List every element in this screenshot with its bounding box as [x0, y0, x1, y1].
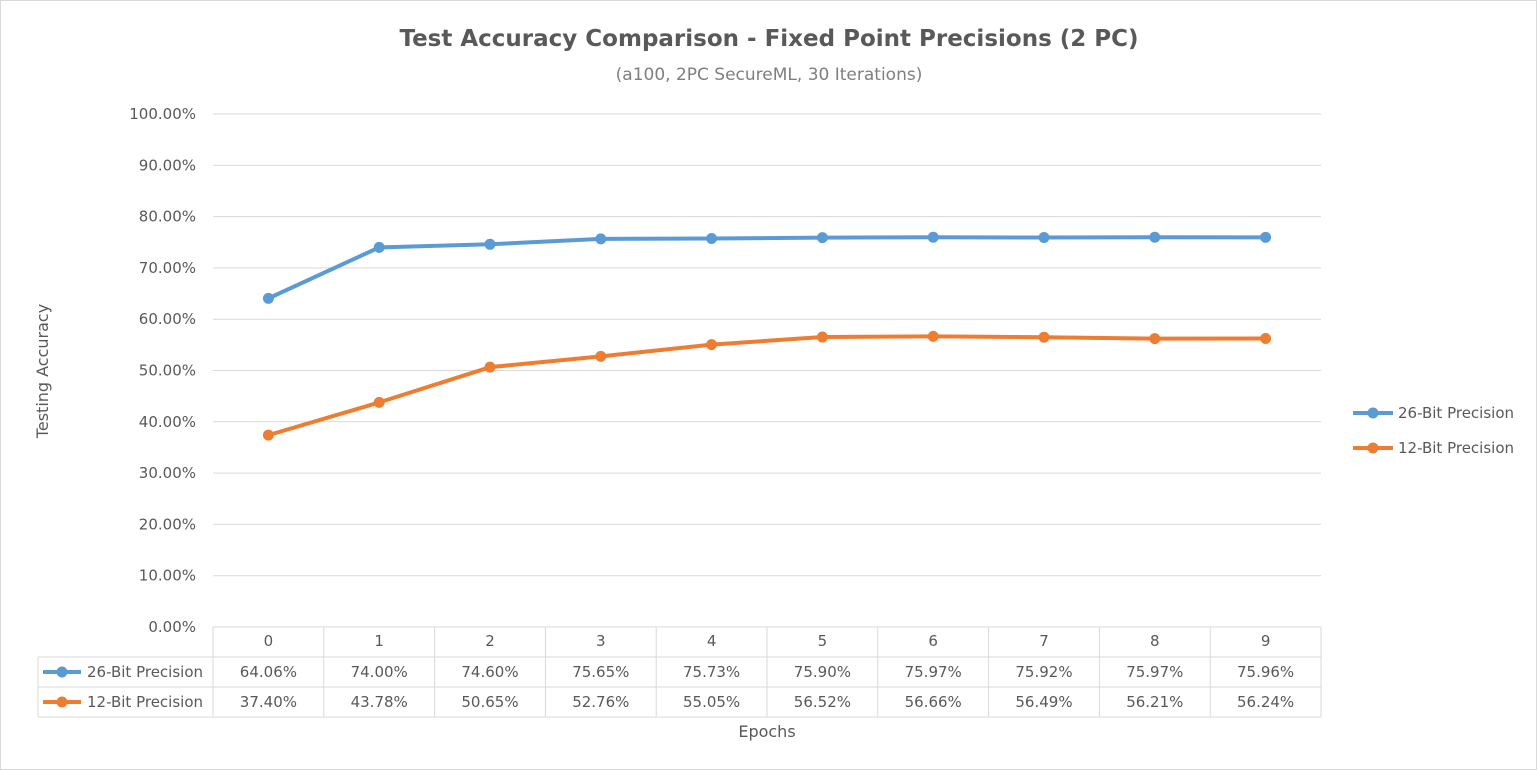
x-category-label: 6	[928, 632, 938, 650]
data-point	[1149, 231, 1161, 243]
table-cell-value: 75.90%	[794, 663, 851, 681]
chart-subtitle: (a100, 2PC SecureML, 30 Iterations)	[616, 65, 923, 85]
x-category-label: 0	[264, 632, 274, 650]
table-cell-value: 56.52%	[794, 693, 851, 711]
data-point	[927, 330, 939, 342]
legend-entry-label: 26-Bit Precision	[1398, 404, 1514, 422]
data-point	[262, 292, 274, 304]
table-cell-value: 75.97%	[905, 663, 962, 681]
chart-title: Test Accuracy Comparison - Fixed Point P…	[399, 26, 1138, 52]
table-cell-value: 75.97%	[1126, 663, 1183, 681]
data-point	[484, 361, 496, 373]
data-point	[595, 233, 607, 245]
y-tick-label: 20.00%	[139, 515, 196, 533]
legend-key-marker	[1367, 407, 1379, 419]
data-point	[262, 429, 274, 441]
x-category-label: 5	[818, 632, 828, 650]
table-cell-value: 43.78%	[351, 693, 408, 711]
table-legend-key-marker	[56, 696, 68, 708]
table-series-name: 12-Bit Precision	[87, 693, 203, 711]
data-point	[1038, 232, 1050, 244]
x-category-label: 2	[485, 632, 495, 650]
x-category-label: 4	[707, 632, 717, 650]
series-line	[266, 334, 1268, 438]
table-cell-value: 64.06%	[240, 663, 297, 681]
series-line	[266, 235, 1268, 301]
data-point	[927, 231, 939, 243]
data-point	[816, 232, 828, 244]
y-tick-label: 100.00%	[129, 105, 196, 123]
data-point	[1038, 331, 1050, 343]
data-point	[373, 396, 385, 408]
data-point	[373, 241, 385, 253]
table-legend-key-marker	[56, 666, 68, 678]
data-point	[1260, 332, 1272, 344]
y-tick-label: 90.00%	[139, 156, 196, 174]
table-cell-value: 56.24%	[1237, 693, 1294, 711]
x-category-label: 7	[1039, 632, 1049, 650]
y-tick-label: 30.00%	[139, 464, 196, 482]
legend-key-marker	[1367, 442, 1379, 454]
y-axis-ticks: 0.00% 10.00% 20.00% 30.00% 40.00% 50.00% 60.00…	[129, 105, 196, 636]
table-cell-value: 37.40%	[240, 693, 297, 711]
x-category-label: 3	[596, 632, 606, 650]
data-table: 0 1 2 3 4 5 6 7 8 9 26-Bit Precision 64.06% 74.00% 74…	[37, 627, 1322, 718]
table-cell-value: 75.73%	[683, 663, 740, 681]
series-lines	[262, 231, 1272, 441]
y-tick-label: 60.00%	[139, 310, 196, 328]
y-tick-label: 80.00%	[139, 208, 196, 226]
table-cell-value: 75.65%	[572, 663, 629, 681]
y-tick-label: 70.00%	[139, 259, 196, 277]
table-series-name: 26-Bit Precision	[87, 663, 203, 681]
data-point	[706, 339, 718, 351]
data-point	[816, 331, 828, 343]
y-tick-label: 10.00%	[139, 567, 196, 585]
legend-entry-label: 12-Bit Precision	[1398, 439, 1514, 457]
table-cell-value: 75.96%	[1237, 663, 1294, 681]
legend: 26-Bit Precision 12-Bit Precision	[1353, 404, 1514, 457]
data-point	[595, 350, 607, 362]
data-point	[1149, 333, 1161, 345]
x-category-label: 9	[1261, 632, 1271, 650]
data-point	[706, 233, 718, 245]
y-tick-label: 0.00%	[148, 618, 196, 636]
table-cell-value: 52.76%	[572, 693, 629, 711]
x-category-label: 1	[374, 632, 384, 650]
y-axis-label: Testing Accuracy	[33, 304, 52, 439]
table-cell-value: 74.00%	[351, 663, 408, 681]
x-axis-label: Epochs	[738, 722, 795, 741]
table-cell-value: 56.49%	[1015, 693, 1072, 711]
x-category-label: 8	[1150, 632, 1160, 650]
table-cell-value: 55.05%	[683, 693, 740, 711]
table-cell-value: 56.66%	[905, 693, 962, 711]
table-cell-value: 74.60%	[461, 663, 518, 681]
table-cell-value: 50.65%	[461, 693, 518, 711]
table-cell-value: 75.92%	[1015, 663, 1072, 681]
table-cell-value: 56.21%	[1126, 693, 1183, 711]
data-point	[484, 238, 496, 250]
y-tick-label: 40.00%	[139, 413, 196, 431]
y-tick-label: 50.00%	[139, 362, 196, 380]
data-point	[1260, 231, 1272, 243]
gridlines	[213, 113, 1321, 628]
